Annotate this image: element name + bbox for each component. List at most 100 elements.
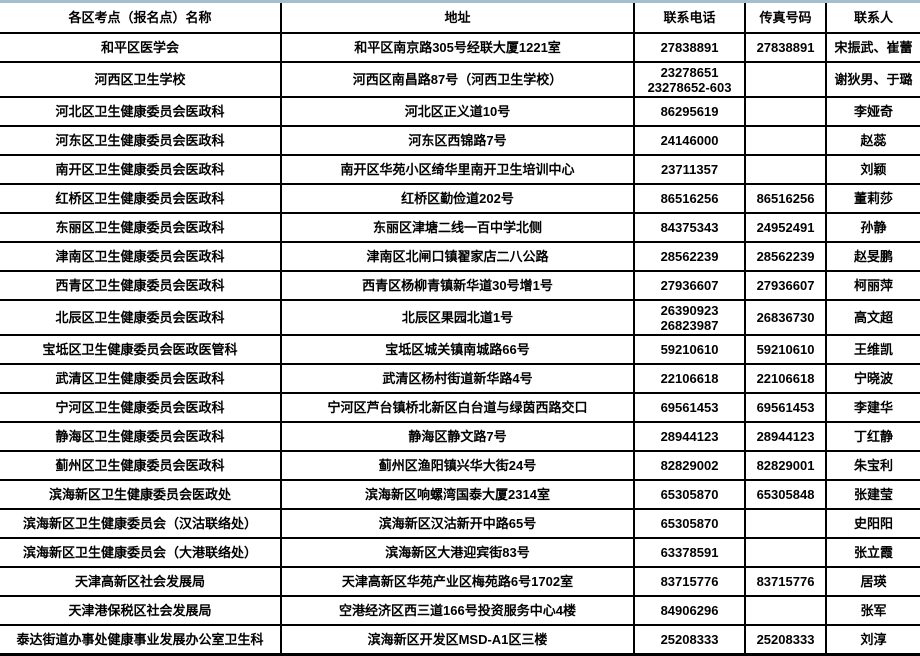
contact-person-cell: 孙静 xyxy=(825,212,920,243)
fax-cell xyxy=(744,595,827,626)
fax-cell: 69561453 xyxy=(744,392,827,423)
contact-person-cell: 赵旻鹏 xyxy=(825,241,920,272)
fax-cell: 59210610 xyxy=(744,334,827,365)
phone-cell: 84906296 xyxy=(633,595,746,626)
exam-site-name-cell: 和平区医学会 xyxy=(0,32,282,63)
contact-person-cell: 刘淳 xyxy=(825,624,920,656)
table-row: 蓟州区卫生健康委员会医政科 蓟州区渔阳镇兴华大街24号 82829002 828290… xyxy=(0,450,920,481)
exam-site-name-cell: 河北区卫生健康委员会医政科 xyxy=(0,96,282,127)
contact-person-cell: 王维凯 xyxy=(825,334,920,365)
address-cell: 河北区正义道10号 xyxy=(280,96,635,127)
header-row: 各区考点（报名点）名称 地址 联系电话 传真号码 联系人 xyxy=(0,3,920,34)
phone-cell: 65305870 xyxy=(633,508,746,539)
address-cell: 滨海新区汉沽新开中路65号 xyxy=(280,508,635,539)
fax-cell: 65305848 xyxy=(744,479,827,510)
address-cell: 津南区北闸口镇翟家店二八公路 xyxy=(280,241,635,272)
exam-site-name-cell: 宝坻区卫生健康委员会医政医管科 xyxy=(0,334,282,365)
table-row: 河东区卫生健康委员会医政科 河东区西锦路7号 24146000 赵蕊 xyxy=(0,125,920,156)
fax-cell: 28944123 xyxy=(744,421,827,452)
phone-cell: 82829002 xyxy=(633,450,746,481)
address-cell: 西青区杨柳青镇新华道30号增1号 xyxy=(280,270,635,301)
fax-cell: 28562239 xyxy=(744,241,827,272)
address-cell: 天津高新区华苑产业区梅苑路6号1702室 xyxy=(280,566,635,597)
table-row: 红桥区卫生健康委员会医政科 红桥区勤俭道202号 86516256 86516256 董… xyxy=(0,183,920,214)
table-row: 滨海新区卫生健康委员会医政处 滨海新区响螺湾国泰大厦2314室 65305870 65… xyxy=(0,479,920,510)
table-row: 西青区卫生健康委员会医政科 西青区杨柳青镇新华道30号增1号 27936607 279… xyxy=(0,270,920,301)
address-cell: 北辰区果园北道1号 xyxy=(280,299,635,336)
address-cell: 滨海新区大港迎宾街83号 xyxy=(280,537,635,568)
exam-site-name-cell: 北辰区卫生健康委员会医政科 xyxy=(0,299,282,336)
table-row: 河北区卫生健康委员会医政科 河北区正义道10号 86295619 李娅奇 xyxy=(0,96,920,127)
address-cell: 东丽区津塘二线一百中学北侧 xyxy=(280,212,635,243)
fax-cell: 25208333 xyxy=(744,624,827,656)
table-row: 和平区医学会 和平区南京路305号经联大厦1221室 27838891 2783889… xyxy=(0,32,920,63)
address-cell: 蓟州区渔阳镇兴华大街24号 xyxy=(280,450,635,481)
address-cell: 空港经济区西三道166号投资服务中心4楼 xyxy=(280,595,635,626)
address-cell: 红桥区勤俭道202号 xyxy=(280,183,635,214)
contact-person-cell: 赵蕊 xyxy=(825,125,920,156)
address-cell: 河西区南昌路87号（河西卫生学校） xyxy=(280,61,635,98)
window-top-edge xyxy=(0,0,920,3)
phone-cell: 28562239 xyxy=(633,241,746,272)
header-fax: 传真号码 xyxy=(744,3,827,34)
phone-cell: 22106618 xyxy=(633,363,746,394)
contact-person-cell: 居瑛 xyxy=(825,566,920,597)
table-row: 津南区卫生健康委员会医政科 津南区北闸口镇翟家店二八公路 28562239 28562… xyxy=(0,241,920,272)
phone-cell: 84375343 xyxy=(633,212,746,243)
exam-site-name-cell: 泰达街道办事处健康事业发展办公室卫生科 xyxy=(0,624,282,656)
contact-person-cell: 宁晓波 xyxy=(825,363,920,394)
contact-person-cell: 张建莹 xyxy=(825,479,920,510)
address-cell: 静海区静文路7号 xyxy=(280,421,635,452)
header-contact-person: 联系人 xyxy=(825,3,920,34)
address-cell: 和平区南京路305号经联大厦1221室 xyxy=(280,32,635,63)
phone-cell: 25208333 xyxy=(633,624,746,656)
phone-cell: 86516256 xyxy=(633,183,746,214)
table-row: 北辰区卫生健康委员会医政科 北辰区果园北道1号 26390923 26823987 2… xyxy=(0,299,920,336)
address-cell: 南开区华苑小区绮华里南开卫生培训中心 xyxy=(280,154,635,185)
phone-cell: 28944123 xyxy=(633,421,746,452)
phone-cell: 27936607 xyxy=(633,270,746,301)
contact-person-cell: 董莉莎 xyxy=(825,183,920,214)
contact-person-cell: 丁红静 xyxy=(825,421,920,452)
address-cell: 宁河区芦台镇桥北新区白台道与绿茵西路交口 xyxy=(280,392,635,423)
fax-cell xyxy=(744,96,827,127)
exam-site-name-cell: 东丽区卫生健康委员会医政科 xyxy=(0,212,282,243)
phone-cell: 24146000 xyxy=(633,125,746,156)
fax-cell xyxy=(744,125,827,156)
exam-site-name-cell: 静海区卫生健康委员会医政科 xyxy=(0,421,282,452)
table-row: 武清区卫生健康委员会医政科 武清区杨村街道新华路4号 22106618 2210661… xyxy=(0,363,920,394)
contact-person-cell: 柯丽萍 xyxy=(825,270,920,301)
table-row: 东丽区卫生健康委员会医政科 东丽区津塘二线一百中学北侧 84375343 249524… xyxy=(0,212,920,243)
contact-person-cell: 高文超 xyxy=(825,299,920,336)
exam-site-name-cell: 河东区卫生健康委员会医政科 xyxy=(0,125,282,156)
exam-site-name-cell: 蓟州区卫生健康委员会医政科 xyxy=(0,450,282,481)
exam-site-name-cell: 宁河区卫生健康委员会医政科 xyxy=(0,392,282,423)
exam-site-name-cell: 武清区卫生健康委员会医政科 xyxy=(0,363,282,394)
phone-cell: 23278651 23278652-603 xyxy=(633,61,746,98)
exam-site-name-cell: 西青区卫生健康委员会医政科 xyxy=(0,270,282,301)
table-row: 河西区卫生学校 河西区南昌路87号（河西卫生学校） 23278651 2327865… xyxy=(0,61,920,98)
exam-site-name-cell: 天津高新区社会发展局 xyxy=(0,566,282,597)
exam-site-name-cell: 河西区卫生学校 xyxy=(0,61,282,98)
table-row: 天津高新区社会发展局 天津高新区华苑产业区梅苑路6号1702室 83715776 83… xyxy=(0,566,920,597)
address-cell: 滨海新区响螺湾国泰大厦2314室 xyxy=(280,479,635,510)
header-exam-site-name: 各区考点（报名点）名称 xyxy=(0,3,282,34)
table-row: 宝坻区卫生健康委员会医政医管科 宝坻区城关镇南城路66号 59210610 59210… xyxy=(0,334,920,365)
exam-site-name-cell: 南开区卫生健康委员会医政科 xyxy=(0,154,282,185)
phone-cell: 83715776 xyxy=(633,566,746,597)
phone-cell: 59210610 xyxy=(633,334,746,365)
table-row: 滨海新区卫生健康委员会（大港联络处） 滨海新区大港迎宾街83号 63378591 张立… xyxy=(0,537,920,568)
fax-cell: 82829001 xyxy=(744,450,827,481)
fax-cell: 26836730 xyxy=(744,299,827,336)
contact-person-cell: 刘颖 xyxy=(825,154,920,185)
address-cell: 河东区西锦路7号 xyxy=(280,125,635,156)
fax-cell xyxy=(744,508,827,539)
address-cell: 滨海新区开发区MSD-A1区三楼 xyxy=(280,624,635,656)
phone-cell: 63378591 xyxy=(633,537,746,568)
contact-person-cell: 宋振武、崔蕾 xyxy=(825,32,920,63)
table-row: 泰达街道办事处健康事业发展办公室卫生科 滨海新区开发区MSD-A1区三楼 25208… xyxy=(0,624,920,656)
fax-cell: 83715776 xyxy=(744,566,827,597)
phone-cell: 69561453 xyxy=(633,392,746,423)
phone-cell: 27838891 xyxy=(633,32,746,63)
exam-site-name-cell: 滨海新区卫生健康委员会（汉沽联络处） xyxy=(0,508,282,539)
